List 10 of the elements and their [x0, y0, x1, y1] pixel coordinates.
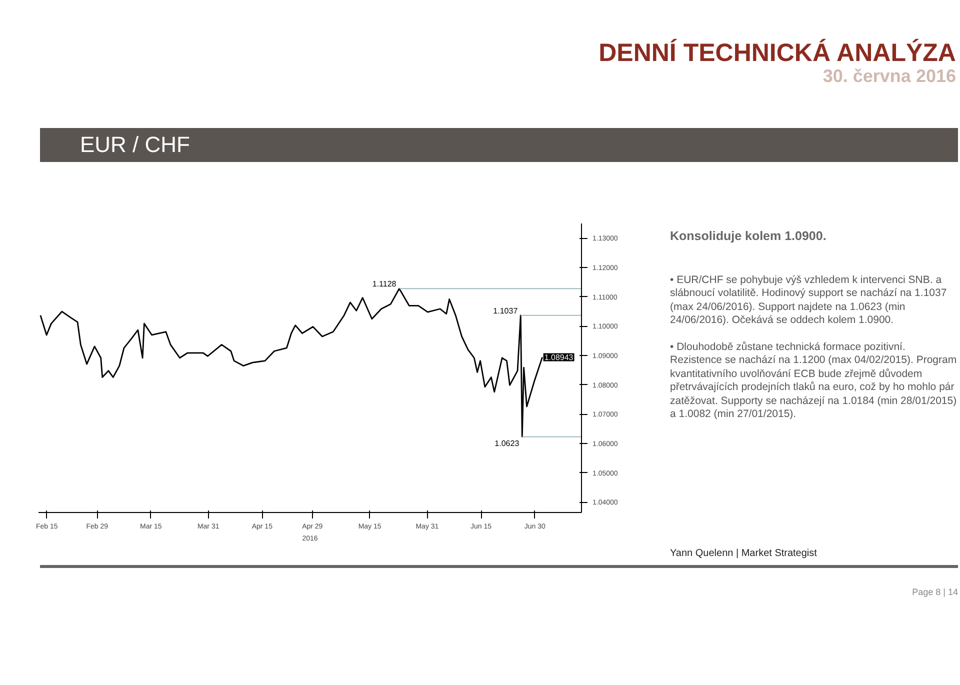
annotation: 1.1128 — [372, 280, 397, 289]
annotation: 1.0623 — [494, 438, 520, 448]
annotation: 1.08943 — [544, 353, 574, 362]
text: Yann Quelenn | Market Strategist — [670, 546, 818, 560]
text: Konsoliduje kolem 1.0900. — [670, 229, 828, 244]
text: Page 8 | 14 — [40, 565, 958, 597]
annotation: 1.1037 — [493, 306, 518, 316]
text: • Dlouhodobě zůstane technická formace pozitivní. Rezistence se nachází na 1.1200 (max 04/02/2015). Program kvantitativního uvolňování ECB bude zřejmě důvodem přetrvávajících prodejních tlaků na euro, což by ho mohlo pár zatěžovat. Supporty se nacházejí na 1.0184 (min 28/01/2015) a 1.0082 (min 27/01/2015). — [670, 340, 958, 422]
text: EUR / CHF — [40, 128, 958, 162]
text: • EUR/CHF se pohybuje výš vzhledem k intervenci SNB. a slábnoucí volatilitě. Hodinový support se nachází na 1.1037 (max 24/06/2016). Support najdete na 1.0623 (min 24/06/2016). Očekává se oddech kolem 1.0900. — [670, 274, 948, 328]
